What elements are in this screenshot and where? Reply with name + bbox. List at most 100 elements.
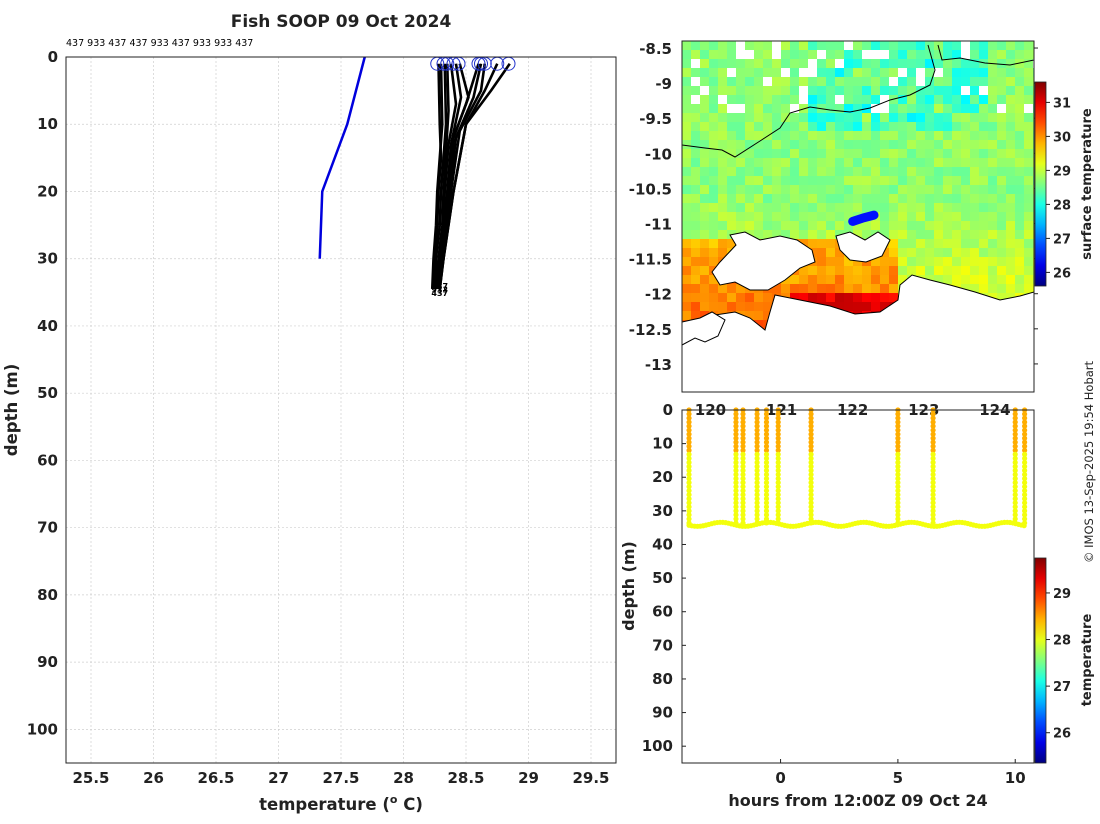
sst-colorbar-tick-label: 29 (1053, 164, 1071, 179)
section-cast-sample (1022, 415, 1028, 421)
sst-cell (754, 68, 763, 77)
sst-cell (979, 203, 988, 212)
section-cast-sample (754, 508, 760, 514)
sst-cell (763, 230, 772, 239)
sst-cell (880, 221, 889, 230)
section-cast-sample (740, 488, 746, 494)
sst-cell (736, 59, 745, 68)
sst-cell (700, 59, 709, 68)
sst-cell (988, 212, 997, 221)
sst-cell (808, 113, 817, 122)
sst-cell (898, 257, 907, 266)
sst-cell (871, 131, 880, 140)
section-cast-sample (763, 439, 770, 445)
sst-cell (916, 167, 925, 176)
section-cast-sample (1022, 427, 1028, 433)
sst-cell (871, 77, 880, 86)
section-cast-sample (763, 512, 770, 518)
sst-colorbar-tick-label: 28 (1053, 198, 1071, 213)
section-cast-sample (1022, 504, 1028, 510)
sst-cell (709, 239, 718, 248)
sst-cell (700, 302, 709, 311)
section-cast-sample (1012, 451, 1018, 457)
section-cast-sample (895, 447, 901, 453)
sst-cell (808, 95, 817, 104)
sst-cell (736, 113, 745, 122)
section-cast-sample (895, 480, 901, 486)
section-cast-sample (686, 423, 692, 429)
section-cast-sample (740, 443, 746, 449)
sst-cell (952, 122, 961, 131)
sst-cell (817, 203, 826, 212)
sst-cell (790, 59, 799, 68)
sst-cell (1015, 140, 1024, 149)
sst-cell (808, 41, 817, 50)
section-cast-sample (686, 455, 692, 462)
sst-cell (961, 113, 970, 122)
sst-cell (889, 113, 898, 122)
sst-cell (799, 293, 808, 302)
sst-cell (853, 284, 862, 293)
sst-cell (907, 140, 916, 149)
sst-cell (718, 140, 727, 149)
section-cast-sample (740, 447, 746, 453)
sst-cell (772, 131, 781, 140)
section-cast-sample (775, 463, 781, 470)
sst-cell (934, 176, 943, 185)
sst-cell (1006, 68, 1015, 77)
sst-cell (1015, 77, 1024, 86)
sst-cell (880, 212, 889, 221)
sst-cell (979, 158, 988, 167)
sst-cell (997, 68, 1006, 77)
sst-cell (844, 302, 853, 311)
sst-cell (979, 131, 988, 140)
sst-cell (970, 50, 979, 59)
sst-cell (745, 59, 754, 68)
sst-cell (709, 230, 718, 239)
sst-cell (754, 140, 763, 149)
section-cast-sample (754, 459, 760, 466)
sst-cell (754, 194, 763, 203)
sst-cell (997, 131, 1006, 140)
sst-cell (844, 176, 853, 185)
sst-cell (1015, 176, 1024, 185)
section-cast-sample (733, 488, 739, 494)
section-cast-sample (808, 492, 814, 498)
sst-cell (682, 95, 691, 104)
sst-cell (961, 95, 970, 104)
map-lat-tick-label: -10.5 (629, 180, 672, 198)
section-cast-sample (754, 451, 760, 457)
sst-cell (853, 41, 862, 50)
section-cast-sample (808, 439, 814, 445)
section-cast-sample (763, 496, 770, 502)
sst-cell (754, 203, 763, 212)
sst-cell (799, 212, 808, 221)
sst-cell (862, 185, 871, 194)
sst-cell (763, 59, 772, 68)
sst-cell (682, 230, 691, 239)
sst-cell (853, 104, 862, 113)
section-cast-sample (808, 431, 814, 437)
sst-cell (736, 203, 745, 212)
sst-cell (709, 140, 718, 149)
sst-cell (799, 77, 808, 86)
sst-cell (889, 131, 898, 140)
sst-cell (961, 149, 970, 158)
sst-cell (844, 203, 853, 212)
sst-cell (709, 41, 718, 50)
section-cast-sample (895, 484, 901, 490)
sst-cell (880, 230, 889, 239)
sst-cell (925, 68, 934, 77)
sst-cell (826, 203, 835, 212)
sst-cell (763, 50, 772, 59)
sst-cell (826, 113, 835, 122)
section-cast-sample (930, 467, 936, 474)
sst-cell (727, 293, 736, 302)
sst-cell (880, 266, 889, 275)
sst-cell (763, 149, 772, 158)
sst-cell (817, 149, 826, 158)
section-cast-sample (808, 504, 814, 510)
sst-cell (754, 302, 763, 311)
sst-cell (862, 140, 871, 149)
sst-cell (943, 59, 952, 68)
